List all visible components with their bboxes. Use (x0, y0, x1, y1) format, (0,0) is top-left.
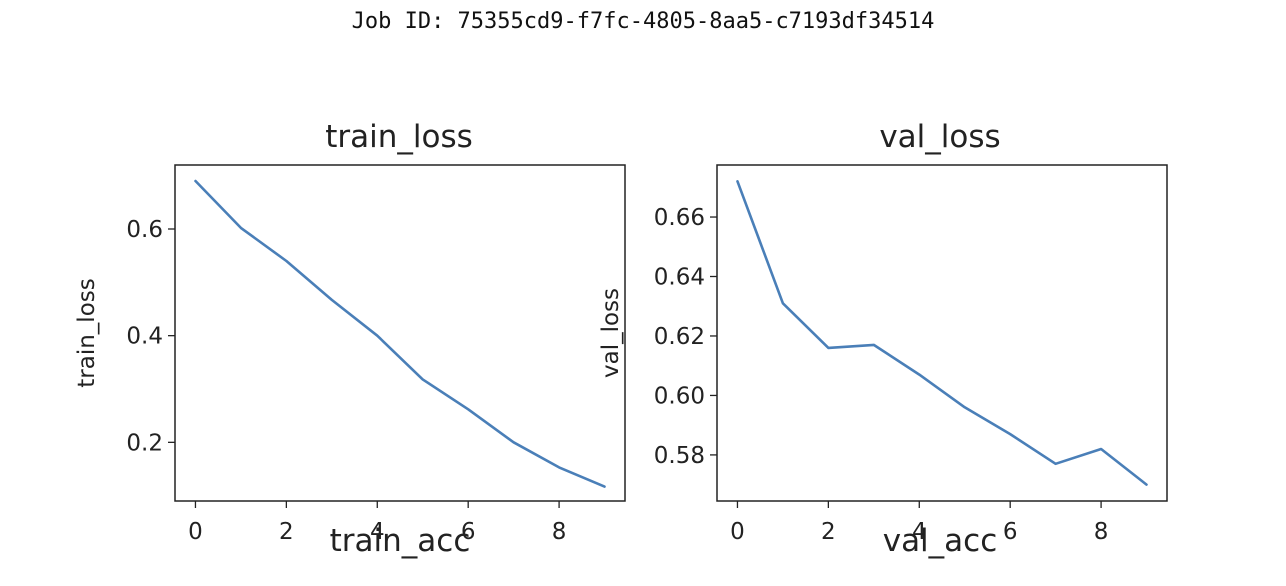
x-tick-label: 2 (821, 519, 836, 545)
figure-background (14, 48, 1286, 586)
y-ticks: 0.58 0.60 0.62 0.64 0.66 (654, 205, 717, 469)
x-tick-label: 8 (1094, 519, 1109, 545)
series-line-train-loss (194, 179, 606, 488)
y-tick-label: 0.6 (126, 217, 163, 243)
y-tick-label: 0.2 (126, 430, 163, 456)
y-axis-label: train_loss (74, 278, 100, 387)
x-tick-label: 8 (552, 519, 567, 545)
x-ticks: 0 2 4 6 8 (730, 501, 1108, 545)
y-tick-label: 0.64 (654, 265, 705, 291)
y-tick-label: 0.60 (654, 383, 705, 409)
y-tick-label: 0.66 (654, 205, 705, 231)
y-tick-label: 0.4 (126, 324, 163, 350)
train-loss-chart: train_loss train_loss 0.2 0.4 0.6 0 2 4 6 8 (74, 119, 626, 545)
x-tick-label: 6 (1003, 519, 1018, 545)
x-tick-label: 4 (370, 519, 385, 545)
y-axis-label: val_loss (598, 288, 624, 378)
x-tick-label: 4 (912, 519, 927, 545)
chart-title: val_loss (879, 119, 1000, 155)
chart-title: train_loss (325, 119, 473, 155)
job-id-header: Job ID: 75355cd9-f7fc-4805-8aa5-c7193df3… (351, 9, 935, 34)
y-tick-label: 0.58 (654, 443, 705, 469)
x-ticks: 0 2 4 6 8 (188, 501, 566, 545)
x-tick-label: 0 (188, 519, 203, 545)
figure-canvas: train_loss train_loss 0.2 0.4 0.6 0 2 4 6 8 va… (14, 48, 1286, 586)
train-acc-chart-title: train_acc (330, 523, 471, 559)
x-tick-label: 0 (730, 519, 745, 545)
x-tick-label: 2 (279, 519, 294, 545)
plot-area-frame (716, 164, 1168, 502)
y-tick-label: 0.62 (654, 324, 705, 350)
figure: train_loss train_loss 0.2 0.4 0.6 0 2 4 6 8 va… (14, 48, 1286, 586)
series-line-val-loss (736, 180, 1148, 486)
plot-area-frame (174, 164, 626, 502)
val-acc-chart-title: val_acc (883, 523, 998, 559)
val-loss-chart: val_loss val_loss 0.58 0.60 0.62 0.64 0.66 0… (598, 119, 1168, 545)
x-tick-label: 6 (461, 519, 476, 545)
y-ticks: 0.2 0.4 0.6 (126, 217, 175, 456)
